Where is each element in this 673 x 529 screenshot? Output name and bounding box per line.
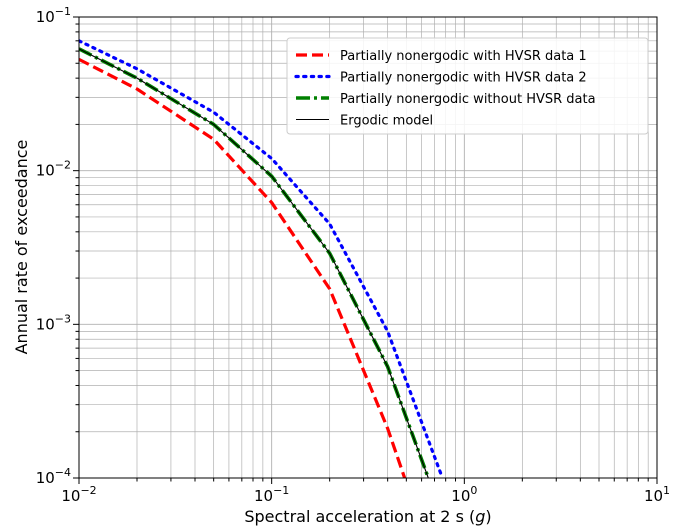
- series-line-2: [79, 39, 445, 478]
- x-tick-label: 100: [451, 484, 477, 505]
- series-layer: [79, 39, 445, 478]
- x-axis-label: Spectral acceleration at 2 s (g): [244, 507, 491, 526]
- tick-labels: 10−2 10−1 100 101 10−4 10−3 10−2 10−1: [36, 5, 670, 505]
- y-tick-label: 10−3: [36, 312, 71, 333]
- legend-box: [286, 37, 649, 135]
- x-tick-label: 10−2: [61, 484, 96, 505]
- legend-label: Partially nonergodic without HVSR data: [340, 92, 596, 107]
- legend: Partially nonergodic with HVSR data 1 Par…: [286, 37, 649, 135]
- legend-label: Partially nonergodic with HVSR data 2: [340, 71, 587, 86]
- legend-label: Ergodic model: [340, 114, 433, 129]
- x-axis-label-text: Spectral acceleration at 2 s: [244, 507, 464, 526]
- y-tick-label: 10−4: [36, 466, 71, 487]
- legend-label: Partially nonergodic with HVSR data 1: [340, 49, 587, 64]
- y-tick-label: 10−1: [36, 5, 71, 26]
- x-tick-label: 101: [644, 484, 670, 505]
- x-tick-label: 10−1: [254, 484, 289, 505]
- y-axis-label: Annual rate of exceedance: [12, 140, 31, 355]
- series-line-4: [79, 48, 429, 478]
- ticks: [73, 16, 658, 484]
- series-line-1: [79, 57, 407, 478]
- x-axis-unit: g: [475, 507, 485, 526]
- plot-frame: [78, 16, 658, 479]
- y-tick-label: 10−2: [36, 159, 71, 180]
